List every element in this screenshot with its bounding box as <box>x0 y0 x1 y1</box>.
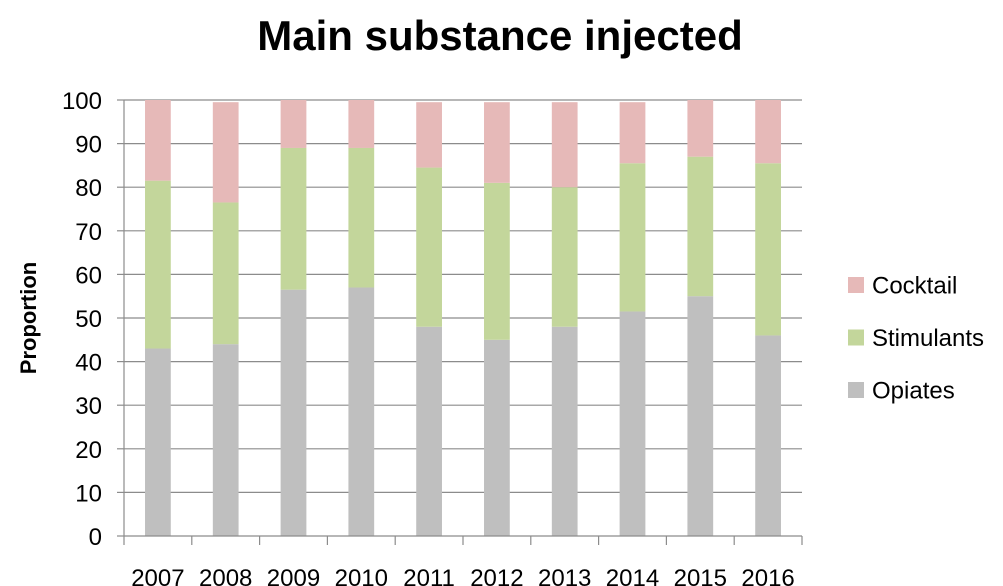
x-tick-label: 2015 <box>674 565 727 586</box>
legend-swatch-cocktail <box>848 277 864 293</box>
bar-cocktail-2014 <box>619 102 646 164</box>
x-tick-label: 2012 <box>470 565 523 586</box>
bar-stimulants-2013 <box>551 187 578 327</box>
bar-opiates-2008 <box>212 344 239 536</box>
bar-stimulants-2014 <box>619 163 646 312</box>
y-tick-label: 70 <box>75 219 102 246</box>
bar-cocktail-2011 <box>416 102 442 168</box>
y-tick-label: 10 <box>75 480 102 507</box>
y-tick-label: 90 <box>75 132 102 159</box>
bar-stimulants-2007 <box>145 180 171 349</box>
y-tick-label: 40 <box>75 350 102 377</box>
bar-stimulants-2012 <box>484 182 510 340</box>
bar-cocktail-2012 <box>484 102 510 183</box>
chart-title: Main substance injected <box>257 12 742 59</box>
y-tick-label: 60 <box>75 262 102 289</box>
bar-opiates-2010 <box>348 287 375 536</box>
x-tick-label: 2014 <box>606 565 659 586</box>
bar-opiates-2007 <box>145 348 171 536</box>
axes <box>117 99 803 545</box>
y-tick-label: 0 <box>89 524 102 551</box>
y-tick-label: 20 <box>75 437 102 464</box>
bar-opiates-2009 <box>280 289 307 536</box>
x-tick-label: 2011 <box>403 565 455 586</box>
x-tick-label: 2010 <box>335 565 388 586</box>
y-tick-label: 50 <box>75 306 102 333</box>
bar-opiates-2013 <box>551 326 578 536</box>
bar-stimulants-2010 <box>348 147 375 288</box>
bar-cocktail-2015 <box>687 100 714 157</box>
bar-opiates-2012 <box>484 339 510 536</box>
bars <box>145 100 781 536</box>
bar-cocktail-2007 <box>145 100 171 181</box>
bar-opiates-2015 <box>687 296 714 536</box>
bar-stimulants-2015 <box>687 156 714 297</box>
tick-labels: 0 10 20 30 40 50 60 70 80 90 100 2007 2008 2009 2010 20… <box>62 88 795 586</box>
bar-cocktail-2010 <box>348 100 375 148</box>
bar-opiates-2011 <box>416 326 442 536</box>
x-tick-label: 2007 <box>131 565 184 586</box>
bar-cocktail-2013 <box>551 102 578 188</box>
legend-swatch-stimulants <box>848 329 864 346</box>
legend-label-opiates: Opiates <box>872 378 955 405</box>
x-tick-label: 2009 <box>267 565 320 586</box>
bar-stimulants-2008 <box>212 202 239 345</box>
x-tick-label: 2008 <box>199 565 252 586</box>
legend-swatch-opiates <box>848 382 864 398</box>
legend-label-stimulants: Stimulants <box>872 325 984 352</box>
bar-stimulants-2016 <box>755 163 781 336</box>
legend-label-cocktail: Cocktail <box>872 273 957 300</box>
bar-opiates-2014 <box>619 311 646 536</box>
x-tick-label: 2013 <box>538 565 591 586</box>
x-tick-label: 2016 <box>741 565 794 586</box>
y-tick-label: 100 <box>62 88 102 115</box>
bar-stimulants-2009 <box>280 147 307 290</box>
legend: Cocktail Stimulants Opiates <box>848 273 984 405</box>
y-axis-label: Proportion <box>16 262 41 374</box>
bar-stimulants-2011 <box>416 167 442 327</box>
bar-cocktail-2016 <box>755 100 781 164</box>
y-tick-label: 80 <box>75 175 102 202</box>
y-tick-label: 30 <box>75 393 102 420</box>
bar-cocktail-2008 <box>212 102 239 203</box>
bar-cocktail-2009 <box>280 100 307 148</box>
bar-opiates-2016 <box>755 335 781 536</box>
